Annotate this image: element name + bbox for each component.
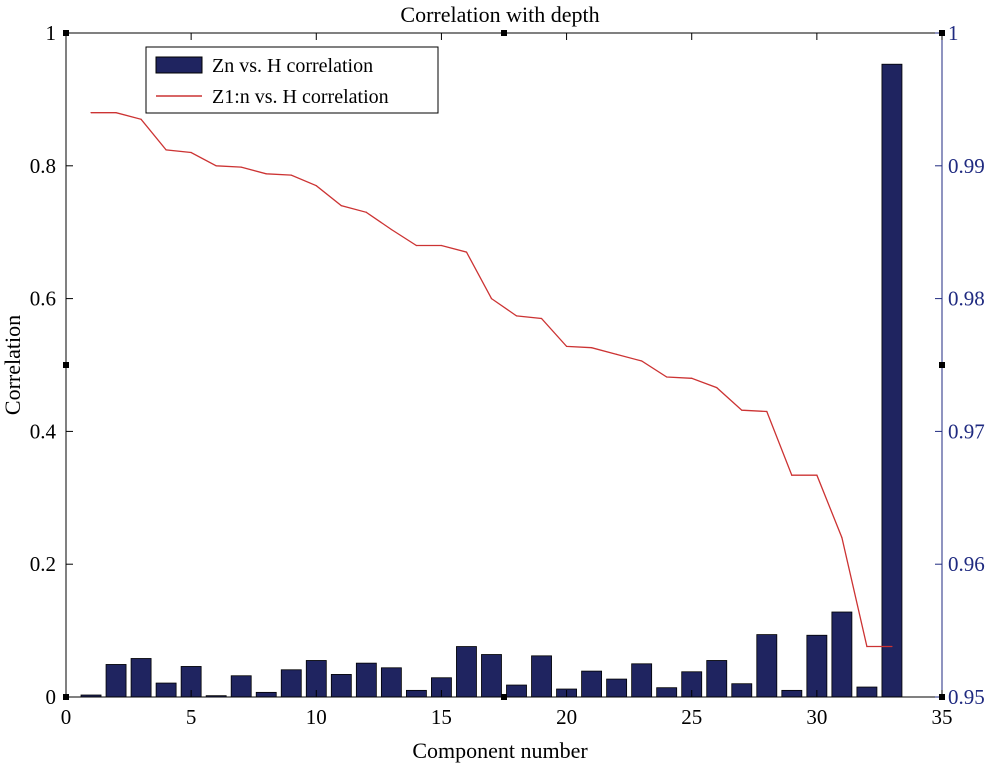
x-tick-label: 15 xyxy=(431,705,452,729)
y-tick-label-left: 0.6 xyxy=(30,287,56,311)
line-point-2 xyxy=(115,112,117,114)
y-tick-label-right: 1 xyxy=(948,21,959,45)
line-point-16 xyxy=(465,251,468,253)
y-tick-label-right: 0.97 xyxy=(948,419,985,443)
selection-handle xyxy=(63,694,69,700)
line-point-1 xyxy=(90,112,92,114)
line-point-24 xyxy=(666,376,668,378)
x-tick-label: 0 xyxy=(61,705,72,729)
bar-component-7 xyxy=(230,675,252,698)
bar-component-18 xyxy=(506,684,527,698)
line-point-25 xyxy=(691,377,693,379)
y-tick-label-left: 1 xyxy=(46,21,57,45)
line-point-27 xyxy=(741,409,743,411)
legend: Zn vs. H correlation Z1:n vs. H correlat… xyxy=(145,46,439,114)
line-point-29 xyxy=(791,474,793,476)
bar-component-28 xyxy=(756,634,778,698)
line-point-21 xyxy=(591,347,593,349)
line-point-10 xyxy=(315,185,317,187)
x-tick-label: 10 xyxy=(306,705,327,729)
chart-axes: 0 5 10 15 20 25 30 35 0 0.2 0.4 0.6 0.8 1 0.95 0.96 0.97… xyxy=(30,21,985,729)
bar-component-13 xyxy=(380,667,402,698)
bar-component-21 xyxy=(581,670,603,698)
x-tick-label: 25 xyxy=(681,705,702,729)
line-point-14 xyxy=(415,244,417,247)
y-tick-label-left: 0.8 xyxy=(30,154,56,178)
line-point-33 xyxy=(891,645,893,648)
line-point-30 xyxy=(816,474,818,476)
plot-area xyxy=(66,33,942,697)
line-point-20 xyxy=(565,345,568,348)
line-point-18 xyxy=(515,315,518,317)
bar-component-8 xyxy=(255,691,277,698)
x-axis-label: Component number xyxy=(412,738,588,763)
bar-component-16 xyxy=(456,646,477,698)
selection-handle xyxy=(63,362,69,368)
bar-component-14 xyxy=(405,689,427,698)
selection-handle xyxy=(939,30,945,36)
line-point-17 xyxy=(490,298,493,300)
plot-background xyxy=(66,33,942,697)
line-point-4 xyxy=(165,149,167,151)
line-point-3 xyxy=(140,118,142,120)
bar-component-24 xyxy=(656,687,678,698)
line-point-6 xyxy=(215,165,217,167)
line-point-23 xyxy=(641,360,643,362)
bar-component-23 xyxy=(631,663,653,698)
x-tick-label: 35 xyxy=(932,705,953,729)
line-point-15 xyxy=(440,244,443,247)
x-tick-label: 5 xyxy=(186,705,197,729)
line-point-5 xyxy=(190,151,192,154)
bar-component-19 xyxy=(531,655,552,698)
bar-component-31 xyxy=(831,611,853,698)
selection-handle xyxy=(501,30,507,36)
selection-handle xyxy=(939,362,945,368)
bar-component-26 xyxy=(706,660,728,698)
x-tick-label: 30 xyxy=(806,705,827,729)
y-tick-label-right: 0.98 xyxy=(948,287,985,311)
selection-handle xyxy=(939,694,945,700)
bar-component-22 xyxy=(606,678,628,698)
line-point-19 xyxy=(540,317,543,320)
bar-component-2 xyxy=(105,664,127,698)
bar-component-33 xyxy=(881,63,903,698)
bar-component-29 xyxy=(781,689,803,698)
y-tick-label-left: 0.2 xyxy=(30,552,56,576)
y-tick-label-left: 0 xyxy=(46,685,57,709)
legend-bar-swatch xyxy=(155,56,203,74)
y-tick-label-left: 0.4 xyxy=(30,419,57,443)
selection-handle xyxy=(501,694,507,700)
bar-component-12 xyxy=(355,662,377,698)
line-point-31 xyxy=(841,537,843,539)
line-point-13 xyxy=(390,228,392,231)
bar-component-3 xyxy=(130,658,152,698)
line-point-7 xyxy=(240,166,242,168)
y-tick-label-right: 0.99 xyxy=(948,154,985,178)
line-point-28 xyxy=(766,410,768,413)
bar-component-11 xyxy=(330,674,352,698)
y-tick-label-right: 0.96 xyxy=(948,552,985,576)
bar-component-32 xyxy=(856,686,878,698)
legend-label-line: Z1:n vs. H correlation xyxy=(212,86,389,108)
bar-component-30 xyxy=(806,634,828,698)
legend-box xyxy=(145,46,439,114)
bar-component-9 xyxy=(280,669,302,698)
bar-component-27 xyxy=(731,683,753,698)
line-point-9 xyxy=(290,174,292,176)
selection-handle xyxy=(63,30,69,36)
line-point-12 xyxy=(365,211,367,213)
y-axis-label: Correlation xyxy=(0,315,25,415)
legend-label-bar: Zn vs. H correlation xyxy=(212,55,373,77)
bar-component-4 xyxy=(155,682,177,698)
line-point-11 xyxy=(340,205,342,207)
line-point-26 xyxy=(716,386,718,389)
line-point-22 xyxy=(616,353,618,355)
x-tick-label: 20 xyxy=(556,705,577,729)
bar-component-17 xyxy=(481,654,502,698)
line-point-8 xyxy=(265,173,267,175)
chart-title: Correlation with depth xyxy=(400,2,599,27)
y-tick-label-right: 0.95 xyxy=(948,685,985,709)
line-point-32 xyxy=(866,645,868,648)
